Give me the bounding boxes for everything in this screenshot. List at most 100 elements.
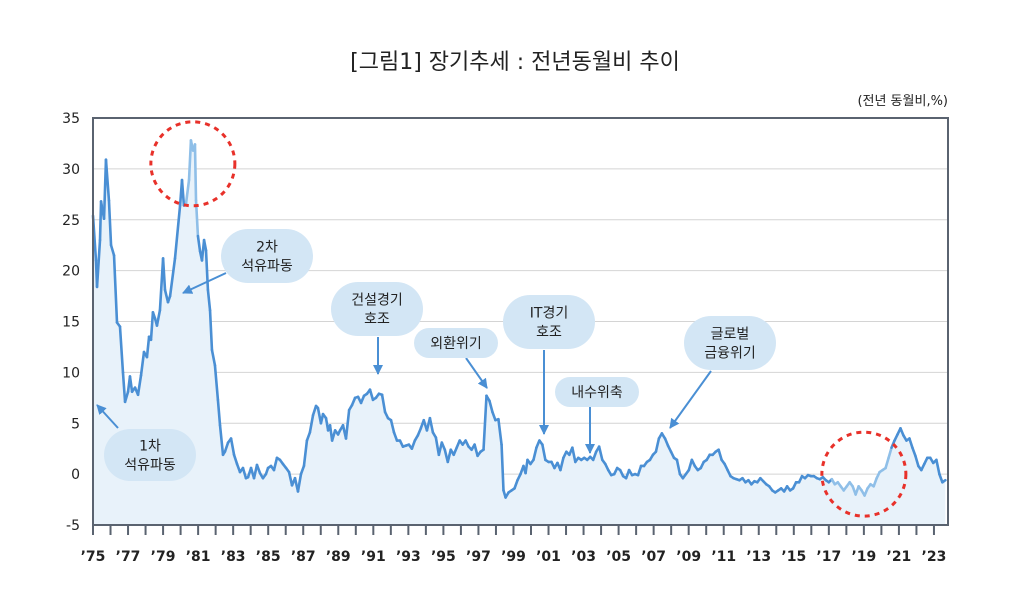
series-segment xyxy=(532,446,538,462)
x-tick-label: ’03 xyxy=(571,549,596,565)
callout-label: 2차 xyxy=(256,240,278,256)
series-segment xyxy=(196,234,202,253)
y-tick-label: 25 xyxy=(62,213,80,229)
series-segment xyxy=(107,199,113,247)
callout-label: 호조 xyxy=(364,312,390,328)
series-segment xyxy=(392,431,399,442)
series-segment xyxy=(155,309,162,327)
series-segment xyxy=(410,439,417,450)
arrow-icon xyxy=(465,357,488,389)
series-segment xyxy=(112,254,119,324)
series-segment xyxy=(123,390,130,404)
callout-label: 석유파동 xyxy=(241,259,293,275)
series-segment xyxy=(229,437,236,457)
series-segment xyxy=(311,404,318,417)
series-segment xyxy=(911,446,917,458)
x-tick-label: ’99 xyxy=(501,549,526,565)
y-tick-label: 5 xyxy=(71,416,80,432)
callout-label: 호조 xyxy=(536,325,562,341)
series-segment xyxy=(938,472,944,484)
arrow-icon xyxy=(182,272,227,294)
callout-label: 내수위축 xyxy=(571,385,623,401)
y-tick-label: 15 xyxy=(62,315,80,331)
series-segment xyxy=(118,325,125,374)
annotation-callout: 외환위기 xyxy=(414,328,498,389)
x-tick-label: ’91 xyxy=(361,549,386,565)
series-segment xyxy=(208,309,214,352)
x-tick-label: ’81 xyxy=(186,549,211,565)
series-segment xyxy=(104,158,111,202)
x-tick-label: ’05 xyxy=(606,549,631,565)
series-segment xyxy=(380,393,387,414)
series-segment xyxy=(591,450,598,462)
series-segment xyxy=(524,458,529,475)
series-segment xyxy=(218,423,225,457)
series-segment xyxy=(149,311,155,342)
series-segment xyxy=(287,470,294,487)
series-segment xyxy=(513,478,519,490)
callout-label: IT경기 xyxy=(530,306,568,322)
x-tick-label: ’09 xyxy=(676,549,701,565)
callout-bubble xyxy=(331,282,423,336)
series-segment xyxy=(121,371,127,404)
arrow-icon xyxy=(96,404,119,429)
x-tick-label: ’17 xyxy=(816,549,841,565)
arrow-icon xyxy=(669,370,712,429)
series-segment xyxy=(717,448,723,462)
callout-bubble xyxy=(555,377,639,407)
series-segment xyxy=(202,238,208,252)
series-segment xyxy=(95,238,102,289)
series-segment xyxy=(139,350,146,377)
series-segment xyxy=(136,374,143,397)
series-segment xyxy=(145,335,151,359)
x-tick-label: ’75 xyxy=(81,549,106,565)
series-segment xyxy=(187,139,193,182)
series-segment xyxy=(109,243,116,257)
series-segment xyxy=(872,476,878,488)
series-segment xyxy=(216,398,222,427)
series-segment xyxy=(204,248,210,292)
callout-label: 건설경기 xyxy=(351,293,403,309)
x-tick-label: ’83 xyxy=(221,549,246,565)
chart-title: [그림1] 장기추세 : 전년동월비 추이 xyxy=(350,50,680,75)
series-segment xyxy=(636,464,643,477)
callout-label: 외환위기 xyxy=(430,336,482,352)
y-tick-label: 35 xyxy=(62,111,80,127)
x-tick-label: ’89 xyxy=(326,549,351,565)
series-segment xyxy=(428,416,435,434)
x-tick-label: ’19 xyxy=(851,549,876,565)
series-segment xyxy=(213,363,220,402)
series-segment xyxy=(296,472,303,493)
x-tick-label: ’93 xyxy=(396,549,421,565)
highlight-circle xyxy=(149,120,237,208)
series-segment xyxy=(597,445,604,462)
series-segment xyxy=(491,410,497,422)
callout-bubble xyxy=(104,429,196,481)
series-segment xyxy=(908,437,914,449)
series-segment xyxy=(241,466,248,480)
series-segment xyxy=(497,417,503,446)
series-segment xyxy=(180,178,186,207)
series-segment xyxy=(206,288,212,312)
series-segment xyxy=(389,418,396,434)
series-segment xyxy=(255,463,262,475)
callout-label: 1차 xyxy=(139,439,161,455)
series-segment xyxy=(299,464,306,476)
series-segment xyxy=(330,429,337,442)
annotation-callout: 내수위축 xyxy=(555,377,639,454)
callout-label: 금융위기 xyxy=(704,346,756,362)
series-segment xyxy=(941,478,947,484)
series-segment xyxy=(473,443,479,458)
x-tick-label: ’85 xyxy=(256,549,281,565)
series-segment xyxy=(344,408,351,440)
callout-label: 글로벌 xyxy=(711,327,750,343)
series-segment xyxy=(559,456,565,472)
series-segment xyxy=(935,458,941,476)
series-segment xyxy=(272,456,279,472)
series-segment xyxy=(223,441,230,454)
series-segment xyxy=(161,257,167,292)
series-segment xyxy=(571,446,577,464)
